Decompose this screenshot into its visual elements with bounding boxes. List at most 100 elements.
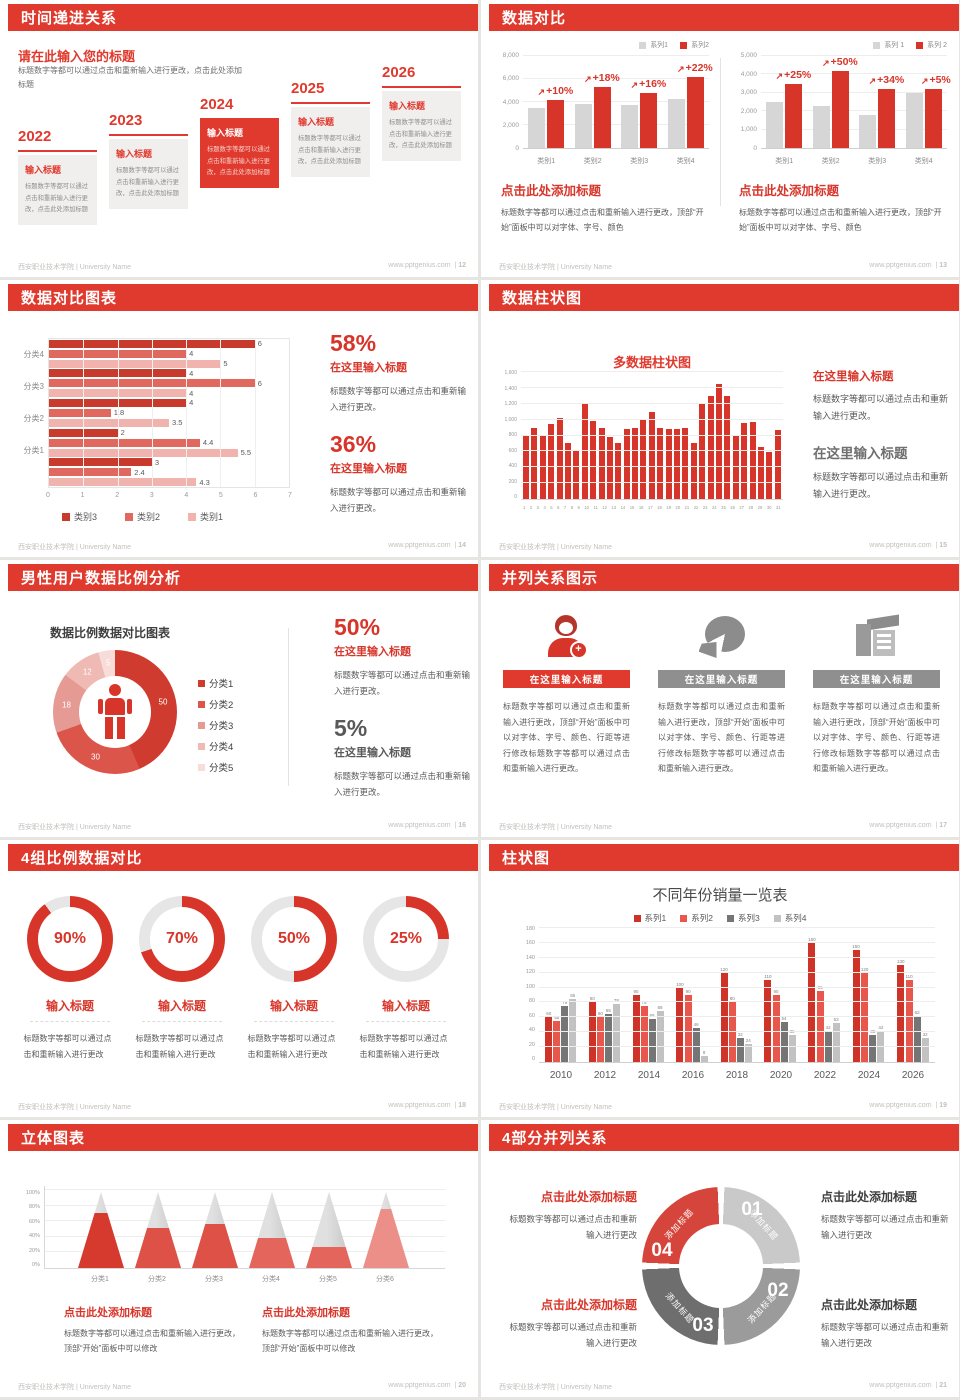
x-tick-label: 5	[218, 492, 223, 499]
bar-value-label: 65	[605, 1007, 611, 1013]
bar-wrap: 160	[808, 928, 816, 1062]
slide-cycle-4[interactable]: 4部分并列关系 01 添加标题 02 添加标题 03 添加标题 04 添加标题 点击此处添加标…	[481, 1120, 959, 1397]
slide-grouped-bars[interactable]: 柱状图 不同年份销量一览表 系列1 系列2 系列3 系列4 180 160 140 120 1…	[481, 840, 959, 1117]
timeline-year: 2026	[382, 64, 416, 81]
bar-series2	[924, 89, 942, 148]
bar-row: 6	[49, 379, 289, 388]
bar-wrap: 96	[816, 928, 824, 1062]
footer-site: www.pptgenius.com | 13	[869, 262, 947, 269]
gridline	[761, 73, 947, 75]
caption-block: 点击此处添加标题 标题数字等都可以通过点击和重新输入进行更改，顶部“开始”面板中…	[64, 1304, 246, 1356]
stats-column: 50% 在这里输入标题 标题数字等都可以通过点击和重新输入进行更改。 5% 在这…	[334, 614, 470, 817]
stat-percent: 36%	[330, 431, 377, 458]
bar-value-label: 75	[562, 1000, 568, 1006]
bar	[581, 403, 588, 499]
stat-body: 标题数字等都可以通过点击和重新输入进行更改。	[330, 386, 467, 413]
slide-header-bar: 立体图表	[8, 1124, 478, 1151]
bar-wrap: 42	[877, 928, 885, 1062]
ring-column: 25% 输入标题 标题数字等都可以通过点击和重新输入进行更改	[351, 896, 461, 1062]
y-tick-label: 800	[508, 432, 517, 438]
slide-header-bar: 并列关系图示	[489, 564, 959, 591]
stat-body: 标题数字等都可以通过点击和重新输入进行更改。	[334, 771, 471, 798]
cone	[306, 1192, 352, 1268]
stat-percent: 5%	[334, 715, 368, 742]
bar-row: 1.8	[49, 408, 289, 417]
page-number: 13	[939, 262, 947, 269]
cone	[192, 1192, 238, 1268]
bar-value-label: 90	[685, 989, 691, 994]
bar	[707, 395, 714, 499]
x-tick-label: 2020	[769, 1070, 793, 1081]
arrow-up-icon: ↗	[630, 79, 639, 90]
timeline-box-title: 输入标题	[389, 101, 426, 111]
gridline	[45, 1235, 445, 1237]
y-tick-label: 180	[525, 926, 535, 932]
category-axis: 分类4 分类3 分类2 分类1	[12, 338, 44, 488]
y-tick-label: 60%	[28, 1218, 40, 1225]
bar	[590, 421, 597, 499]
gridline	[539, 971, 935, 973]
footer-site: www.pptgenius.com | 18	[388, 1102, 466, 1109]
note-body: 标题数字等都可以通过点击和重新输入进行更改	[509, 1214, 637, 1240]
category-label: 分类1	[23, 446, 44, 456]
bar-series2	[785, 83, 803, 148]
timeline-box-body: 标题数字等都可以通过点击和重新输入进行更改，点击此处添加标题	[389, 119, 452, 150]
legend-item: 分类1	[198, 676, 233, 690]
timeline-item: 2025 输入标题 标题数字等都可以通过点击和重新输入进行更改，点击此处添加标题	[291, 80, 370, 177]
footer-school: 西安职业技术学院 | University Name	[18, 264, 132, 271]
timeline-item: 2022 输入标题 标题数字等都可以通过点击和重新输入进行更改，点击此处添加标题	[18, 128, 97, 225]
gridline	[186, 339, 188, 487]
slice-value-label: 18	[62, 700, 71, 710]
ring-hole: 90%	[38, 907, 102, 971]
slide-cone-chart[interactable]: 立体图表 100% 80% 60% 40% 20% 0% 分类1 分类2 分类3 分类4 分类5 分…	[0, 1120, 478, 1397]
stat-block: 58% 在这里输入标题 标题数字等都可以通过点击和重新输入进行更改。	[330, 330, 468, 415]
slide-header-bar: 数据对比图表	[8, 284, 478, 311]
timeline-item: 2026 输入标题标题数字等都可以通过点击和重新输入进行更改，点击此处添加标题	[382, 64, 461, 161]
x-tick-label: 5	[550, 505, 553, 510]
bar-value-label: 4.3	[199, 477, 210, 487]
legend-swatch	[198, 763, 205, 771]
slide-title: 立体图表	[21, 1130, 86, 1147]
footer-school: 西安职业技术学院 | University Name	[18, 1104, 132, 1111]
x-tick-label: 类别2	[583, 158, 602, 165]
x-axis: 类别1 类别2 类别3 类别4	[523, 156, 709, 166]
caption-body: 标题数字等都可以通过点击和重新输入进行更改，顶部“开始”面板中可以修改	[64, 1329, 240, 1354]
slide-rings-4[interactable]: 4组比例数据对比 90% 输入标题 标题数字等都可以通过点击和重新输入进行更改 70%…	[0, 840, 478, 1117]
slide-parallel-3[interactable]: 并列关系图示 + 在这里输入标题 标题数字等都可以通过点击和重新输入进行更改，顶…	[481, 560, 959, 837]
y-tick-label: 400	[508, 463, 517, 469]
bar-wrap: 78	[612, 928, 620, 1062]
legend-item: 系列2	[680, 912, 713, 924]
divider	[366, 1021, 446, 1022]
legend-swatch	[198, 700, 205, 708]
bar-row: 3	[49, 458, 289, 467]
slide-footer: 西安职业技术学院 | University Name www.pptgenius…	[18, 1382, 466, 1392]
bar-series1	[812, 105, 830, 148]
bar-wrap: 54	[780, 928, 788, 1062]
bar	[736, 1038, 744, 1062]
bar-wrap: 24	[744, 928, 752, 1062]
timeline-underline	[109, 134, 188, 136]
caption-title: 点击此处添加标题	[262, 1307, 350, 1319]
slide-header-bar: 柱状图	[489, 844, 959, 871]
slide-column-chart[interactable]: 数据柱状图 多数据柱状图 1,600 1,400 1,200 1,000 800 600 4…	[481, 280, 959, 557]
timeline-box: 输入标题 标题数字等都可以通过点击和重新输入进行更改，点击此处添加标题	[109, 139, 188, 209]
bar	[905, 980, 913, 1062]
gridline	[761, 128, 947, 130]
cycle-ring	[642, 1187, 800, 1345]
arrow-up-icon: ↗	[822, 57, 830, 68]
ring-hole: 70%	[150, 907, 214, 971]
slide-hbar-chart[interactable]: 数据对比图表 分类4 分类3 分类2 分类1 6 4 5 4 6 4 4 1.8 3.5 2 4.4 5.5…	[0, 280, 478, 557]
bar-value-label: 110	[764, 974, 772, 980]
column-body: 标题数字等都可以通过点击和重新输入进行更改，顶部“开始”面板中可以对字体、字号、…	[813, 702, 940, 774]
slide-data-compare[interactable]: 数据对比 系列1 系列2 8,000 6,000 4,000 2,000 0 ↗ +10% ↗…	[481, 0, 959, 277]
legend-label: 分类2	[209, 700, 234, 711]
bar-value-label: 2.4	[134, 467, 145, 477]
bar-series2	[640, 92, 658, 148]
slide-footer: 西安职业技术学院 | University Name www.pptgenius…	[499, 1382, 947, 1392]
slide-timeline[interactable]: 时间递进关系 请在此输入您的标题 标题数字等都可以通过点击和重新输入进行更改，点…	[0, 0, 478, 277]
bar	[612, 1003, 620, 1062]
bar-wrap: 68	[656, 928, 664, 1062]
slide-footer: 西安职业技术学院 | University Name www.pptgenius…	[18, 542, 466, 552]
slide-donut-chart[interactable]: 男性用户数据比例分析 数据比例数据对比图表 50 30 18 12 5 分类1 分类2 分类…	[0, 560, 478, 837]
y-tick-label: 1,400	[504, 385, 517, 392]
